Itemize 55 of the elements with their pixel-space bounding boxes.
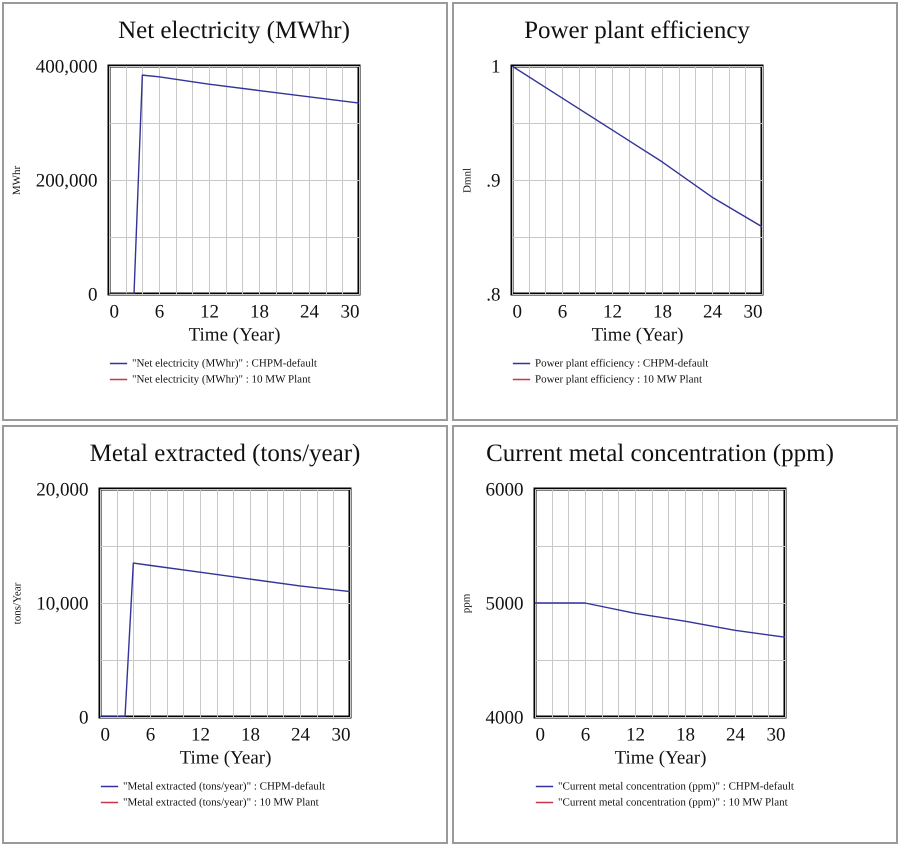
y-tick-label: .9 — [486, 170, 500, 192]
chart-title: Net electricity (MWhr) — [118, 17, 350, 44]
x-tick-label: 6 — [580, 724, 590, 746]
x-tick-label: 18 — [241, 724, 260, 746]
x-tick-label: 30 — [766, 724, 786, 746]
x-axis-title: Time (Year) — [188, 324, 280, 346]
x-tick-label: 30 — [744, 302, 762, 322]
x-tick-label: 18 — [676, 724, 695, 746]
x-axis-title: Time (Year) — [180, 748, 272, 768]
y-tick-label: 0 — [79, 708, 88, 728]
legend-label: "Metal extracted (tons/year)" : 10 MW Plant — [123, 796, 319, 808]
legend-label: "Net electricity (MWhr)" : 10 MW Plant — [132, 374, 311, 386]
x-tick-label: 30 — [332, 724, 350, 746]
x-tick-label: 0 — [536, 724, 545, 746]
x-tick-label: 6 — [146, 724, 156, 746]
y-axis-title: ppm — [460, 593, 472, 614]
x-tick-label: 12 — [626, 724, 645, 746]
x-tick-label: 12 — [191, 724, 210, 746]
legend-label: "Current metal concentration (ppm)" : CHPM-default — [558, 780, 794, 792]
x-axis-title: Time (Year) — [592, 324, 684, 346]
x-tick-label: 24 — [291, 724, 310, 746]
legend-label: Power plant efficiency : CHPM-default — [535, 358, 708, 370]
legend-label: "Current metal concentration (ppm)" : 10 MW Plant — [558, 796, 788, 808]
x-tick-label: 6 — [558, 302, 568, 322]
y-tick-label: 10,000 — [36, 594, 88, 614]
y-tick-label: 200,000 — [36, 170, 98, 192]
y-tick-label: 5000 — [486, 594, 524, 614]
y-tick-label: 0 — [88, 284, 98, 306]
legend-label: "Net electricity (MWhr)" : CHPM-default — [132, 358, 317, 370]
x-tick-label: 6 — [154, 302, 164, 322]
x-tick-label: 18 — [653, 302, 672, 322]
y-tick-label: 1 — [491, 56, 500, 78]
y-tick-label: 4000 — [486, 708, 524, 728]
y-tick-label: 20,000 — [36, 480, 88, 500]
line-series — [535, 602, 785, 638]
x-axis-title: Time (Year) — [614, 748, 706, 768]
x-tick-label: 18 — [250, 302, 269, 322]
y-axis-title: MWhr — [10, 166, 23, 196]
y-tick-label: 6000 — [486, 480, 524, 500]
x-tick-label: 24 — [300, 302, 320, 322]
chart-title: Current metal concentration (ppm) — [486, 440, 834, 467]
x-tick-label: 12 — [603, 302, 622, 322]
x-tick-label: 12 — [200, 302, 219, 322]
chart-title: Metal extracted (tons/year) — [90, 440, 360, 467]
y-tick-label: 400,000 — [36, 56, 98, 78]
legend-label: Power plant efficiency : 10 MW Plant — [535, 374, 702, 386]
x-tick-label: 24 — [703, 302, 722, 322]
y-axis-title: tons/Year — [11, 582, 24, 624]
chart-title: Power plant efficiency — [524, 17, 750, 44]
x-tick-label: 30 — [340, 302, 360, 322]
legend-label: "Metal extracted (tons/year)" : CHPM-default — [123, 780, 326, 792]
y-tick-label: .8 — [486, 284, 500, 306]
y-axis-title: Dmnl — [461, 168, 474, 194]
x-tick-label: 0 — [110, 302, 119, 322]
x-tick-label: 24 — [726, 724, 746, 746]
